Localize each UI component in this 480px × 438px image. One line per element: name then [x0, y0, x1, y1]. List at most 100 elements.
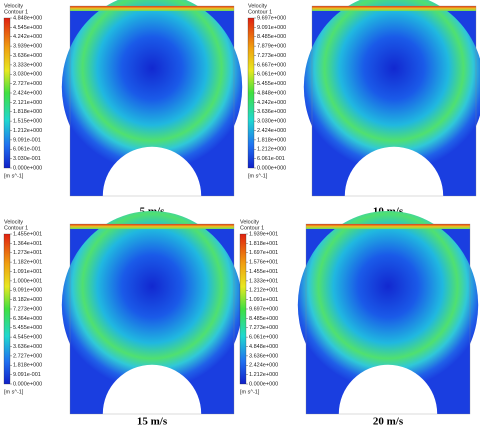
colorbar-label: 4.242e+000: [257, 100, 286, 106]
colorbar-label: 0.000e+000: [249, 381, 278, 387]
vortex: [297, 210, 479, 399]
legend-title: Velocity: [240, 219, 259, 225]
colorbar-label: 1.455e+001: [249, 269, 278, 275]
colorbar-label: 1.333e+001: [249, 278, 278, 284]
colorbar-label: 1.515e+000: [13, 119, 42, 125]
obstacle: [102, 146, 202, 196]
colorbar-label: 6.364e+000: [13, 316, 42, 322]
obstacle: [338, 364, 438, 414]
colorbar-label: 5.455e+000: [257, 81, 286, 87]
colorbar-label: 1.091e+001: [249, 297, 278, 303]
colorbar-label: 2.424e+000: [13, 90, 42, 96]
legend-unit: [m s^-1]: [248, 173, 268, 179]
colorbar-label: 3.939e+000: [13, 44, 42, 50]
colorbar-label: 9.091e+000: [13, 288, 42, 294]
colorbar-label: 1.939e+001: [249, 231, 278, 237]
colorbar-label: 3.333e+000: [13, 62, 42, 68]
colorbar-label: 9.091e-001: [13, 372, 41, 378]
colorbar-label: 8.485e+000: [249, 316, 278, 322]
colorbar-label: 1.212e+001: [249, 288, 278, 294]
legend-subtitle: Contour 1: [248, 9, 272, 15]
colorbar-label: 4.848e+000: [13, 15, 42, 21]
legend-unit: [m s^-1]: [240, 389, 260, 395]
legend-title: Velocity: [248, 3, 267, 9]
colorbar-label: 3.636e+000: [249, 353, 278, 359]
colorbar-label: 3.636e+000: [257, 109, 286, 115]
colorbar: [3, 17, 11, 169]
colorbar-label: 6.061e+000: [257, 72, 286, 78]
colorbar-label: 1.364e+001: [13, 241, 42, 247]
colorbar-label: 0.000e+000: [257, 165, 286, 171]
colorbar-label: 1.212e+000: [257, 147, 286, 153]
colorbar-label: 1.697e+001: [249, 250, 278, 256]
colorbar-label: 2.727e+000: [13, 81, 42, 87]
colorbar-label: 9.697e+000: [249, 306, 278, 312]
colorbar-label: 9.091e-001: [13, 137, 41, 143]
colorbar-label: 1.455e+001: [13, 231, 42, 237]
colorbar: [239, 233, 247, 385]
colorbar-label: 6.061e-001: [257, 156, 285, 162]
colorbar-label: 9.091e+000: [257, 25, 286, 31]
colorbar-label: 1.818e+001: [249, 241, 278, 247]
colorbar-label: 4.242e+000: [13, 34, 42, 40]
caption: 20 m/s: [373, 416, 404, 428]
colorbar-label: 7.273e+000: [13, 306, 42, 312]
colorbar-label: 2.424e+000: [249, 363, 278, 369]
colorbar-label: 6.667e+000: [257, 62, 286, 68]
colorbar-label: 0.000e+000: [13, 381, 42, 387]
legend-title: Velocity: [4, 219, 23, 225]
colorbar-label: 1.818e+000: [13, 109, 42, 115]
plot-frame: [311, 5, 477, 197]
legend-unit: [m s^-1]: [4, 389, 24, 395]
colorbar-label: 4.848e+000: [257, 90, 286, 96]
legend-subtitle: Contour 1: [240, 225, 264, 231]
colorbar-label: 3.030e+000: [13, 72, 42, 78]
plot-frame: [305, 223, 471, 415]
colorbar-label: 8.182e+000: [13, 297, 42, 303]
colorbar-label: 4.545e+000: [13, 25, 42, 31]
colorbar-label: 1.091e+001: [13, 269, 42, 275]
lid-strip: [306, 224, 470, 229]
colorbar-label: 1.818e+000: [13, 363, 42, 369]
colorbar: [247, 17, 255, 169]
colorbar-label: 1.182e+001: [13, 260, 42, 266]
colorbar-label: 6.061e-001: [13, 147, 41, 153]
colorbar-label: 1.212e+000: [249, 372, 278, 378]
colorbar: [3, 233, 11, 385]
colorbar-label: 3.030e+000: [257, 119, 286, 125]
vortex: [61, 0, 243, 181]
plot-frame: [69, 223, 235, 415]
vortex: [303, 0, 480, 181]
colorbar-label: 3.030e-001: [13, 156, 41, 162]
colorbar-label: 2.424e+000: [257, 128, 286, 134]
lid-strip: [312, 6, 476, 11]
lid-strip: [70, 224, 234, 229]
plot-frame: [69, 5, 235, 197]
colorbar-label: 4.848e+000: [249, 344, 278, 350]
colorbar-label: 4.545e+000: [13, 335, 42, 341]
obstacle: [344, 146, 444, 196]
lid-strip: [70, 6, 234, 11]
colorbar-label: 0.000e+000: [13, 165, 42, 171]
colorbar-label: 2.727e+000: [13, 353, 42, 359]
legend-subtitle: Contour 1: [4, 9, 28, 15]
colorbar-label: 7.273e+000: [257, 53, 286, 59]
colorbar-label: 9.697e+000: [257, 15, 286, 21]
colorbar-label: 1.000e+001: [13, 278, 42, 284]
colorbar-label: 7.273e+000: [249, 325, 278, 331]
caption: 15 m/s: [137, 416, 168, 428]
colorbar-label: 1.576e+001: [249, 260, 278, 266]
vortex: [61, 210, 243, 399]
colorbar-label: 5.455e+000: [13, 325, 42, 331]
colorbar-label: 1.273e+001: [13, 250, 42, 256]
colorbar-label: 1.818e+000: [257, 137, 286, 143]
obstacle: [102, 364, 202, 414]
colorbar-label: 1.212e+000: [13, 128, 42, 134]
colorbar-label: 6.061e+000: [249, 335, 278, 341]
legend-title: Velocity: [4, 3, 23, 9]
colorbar-label: 3.636e+000: [13, 53, 42, 59]
